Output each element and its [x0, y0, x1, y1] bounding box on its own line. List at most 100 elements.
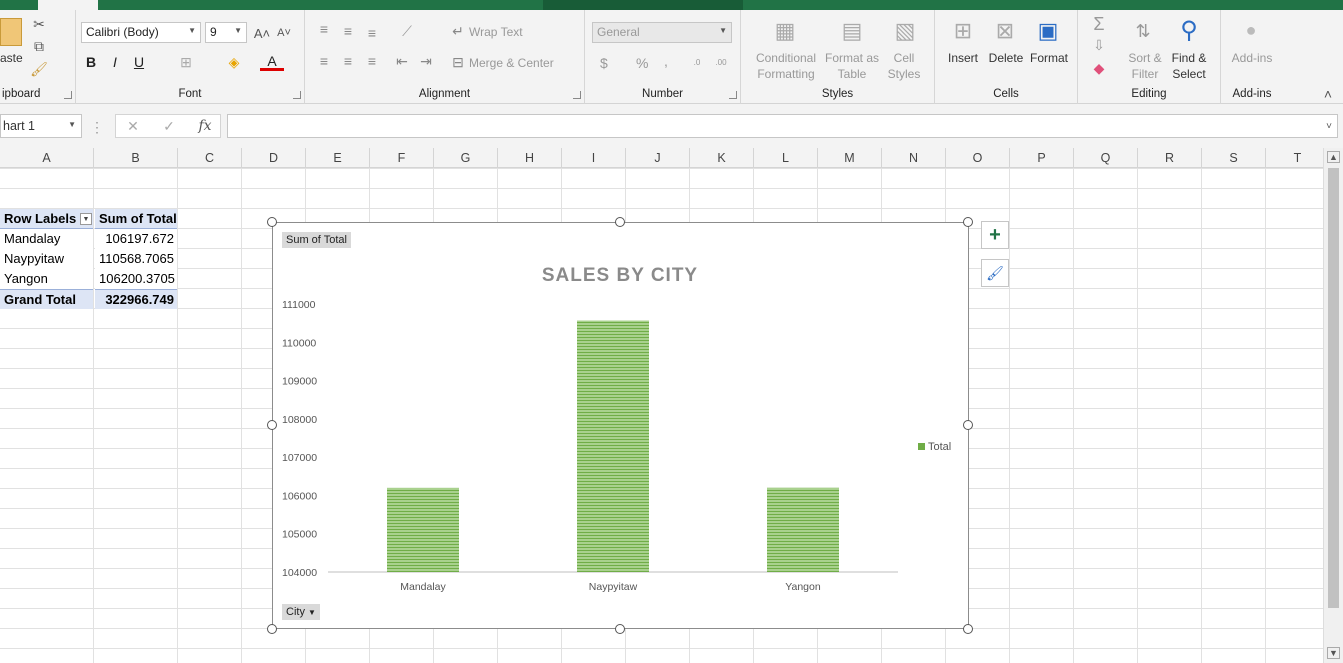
format-painter-icon[interactable]: 🖌 [30, 60, 48, 77]
column-header-h[interactable]: H [498, 148, 562, 168]
resize-handle[interactable] [963, 217, 973, 227]
insert-function-icon[interactable]: fx [198, 118, 212, 134]
expand-formula-bar-icon[interactable]: ˅ [1326, 120, 1332, 132]
column-header-l[interactable]: L [754, 148, 818, 168]
column-header-f[interactable]: F [370, 148, 434, 168]
number-launcher-icon[interactable] [729, 91, 737, 99]
column-header-o[interactable]: O [946, 148, 1010, 168]
scroll-down-icon[interactable]: ▼ [1327, 647, 1340, 659]
value-field-button[interactable]: Sum of Total [282, 232, 351, 248]
increase-decimal-icon[interactable]: .0 [693, 57, 701, 67]
column-header-j[interactable]: J [626, 148, 690, 168]
paste-icon[interactable] [0, 18, 22, 46]
font-launcher-icon[interactable] [293, 91, 301, 99]
pivot-header-row-labels[interactable]: Row Labels ▼ [0, 209, 94, 229]
decrease-decimal-icon[interactable]: .00 [715, 57, 727, 67]
increase-indent-icon[interactable]: ⇥ [420, 52, 432, 69]
insert-button[interactable]: Insert [947, 51, 978, 65]
format-as-table-button[interactable]: Format as Table [823, 50, 881, 82]
vertical-scrollbar[interactable]: ▲ ▼ [1323, 148, 1343, 663]
cell-styles-button[interactable]: Cell Styles [881, 50, 927, 82]
scroll-up-icon[interactable]: ▲ [1327, 151, 1340, 163]
column-header-s[interactable]: S [1202, 148, 1266, 168]
font-name-dropdown[interactable]: Calibri (Body) ▼ [81, 22, 201, 43]
enter-icon[interactable]: ✓ [163, 117, 175, 134]
pivot-row-value[interactable]: 106197.672 [95, 229, 178, 249]
wrap-text-button[interactable]: Wrap Text [469, 25, 523, 39]
formula-input[interactable] [227, 114, 1338, 138]
ribbon-tab-active[interactable] [543, 0, 743, 10]
filter-dropdown-icon[interactable]: ▼ [80, 213, 92, 225]
pivot-row-value[interactable]: 110568.7065 [95, 249, 178, 269]
resize-handle[interactable] [615, 624, 625, 634]
autosum-icon[interactable]: Σ [1093, 13, 1105, 34]
font-color-icon[interactable]: A [260, 53, 284, 71]
pivot-grand-total-value[interactable]: 322966.749 [95, 289, 178, 309]
pivot-row-label[interactable]: Naypyitaw [0, 249, 94, 269]
resize-handle[interactable] [963, 624, 973, 634]
column-header-g[interactable]: G [434, 148, 498, 168]
column-header-m[interactable]: M [818, 148, 882, 168]
sort-filter-button[interactable]: Sort & Filter [1122, 50, 1168, 82]
ribbon-tab-home[interactable] [38, 0, 98, 10]
column-header-b[interactable]: B [94, 148, 178, 168]
wrap-text-icon[interactable]: ↵ [452, 22, 464, 39]
align-middle-icon[interactable]: ≡ [343, 23, 353, 39]
name-box[interactable]: hart 1 ▼ [0, 114, 82, 138]
increase-font-icon[interactable]: A˄ [253, 25, 271, 41]
decrease-font-icon[interactable]: A˅ [277, 27, 291, 39]
bar-naypyitaw[interactable] [577, 320, 649, 572]
resize-handle[interactable] [267, 624, 277, 634]
conditional-formatting-button[interactable]: Conditional Formatting [749, 50, 823, 82]
axis-field-button[interactable]: City ▼ [282, 604, 320, 620]
paste-label[interactable]: aste [0, 51, 23, 65]
more-options-icon[interactable]: ⋮ [90, 118, 104, 135]
cancel-icon[interactable]: ✕ [127, 117, 139, 134]
decrease-indent-icon[interactable]: ⇤ [396, 52, 408, 69]
orientation-icon[interactable]: ⟋ [402, 22, 412, 39]
merge-center-icon[interactable]: ⊟ [452, 53, 464, 70]
number-format-dropdown[interactable]: General ▼ [592, 22, 732, 43]
pivot-grand-total-label[interactable]: Grand Total [0, 289, 94, 309]
column-header-k[interactable]: K [690, 148, 754, 168]
resize-handle[interactable] [267, 217, 277, 227]
scroll-thumb[interactable] [1328, 168, 1339, 608]
pivot-header-sum[interactable]: Sum of Total [95, 209, 178, 229]
font-size-dropdown[interactable]: 9 ▼ [205, 22, 247, 43]
column-header-q[interactable]: Q [1074, 148, 1138, 168]
column-header-d[interactable]: D [242, 148, 306, 168]
column-header-r[interactable]: R [1138, 148, 1202, 168]
align-center-icon[interactable]: ≡ [343, 53, 353, 69]
merge-center-button[interactable]: Merge & Center [469, 56, 554, 70]
underline-icon[interactable]: U [133, 54, 145, 70]
resize-handle[interactable] [615, 217, 625, 227]
pivot-row-value[interactable]: 106200.3705 [95, 269, 178, 289]
fill-color-icon[interactable]: ◈ [228, 53, 240, 70]
bar-mandalay[interactable] [387, 487, 459, 572]
borders-icon[interactable]: ⊞ [180, 53, 192, 70]
column-header-p[interactable]: P [1010, 148, 1074, 168]
clear-icon[interactable]: ◆ [1093, 59, 1105, 76]
chart-styles-button[interactable]: 🖌 [981, 259, 1009, 287]
delete-button[interactable]: Delete [988, 51, 1024, 65]
column-header-a[interactable]: A [0, 148, 94, 168]
alignment-launcher-icon[interactable] [573, 91, 581, 99]
addins-button[interactable]: Add-ins [1231, 51, 1273, 65]
resize-handle[interactable] [963, 420, 973, 430]
pivot-row-label[interactable]: Yangon [0, 269, 94, 289]
clipboard-launcher-icon[interactable] [64, 91, 72, 99]
align-bottom-icon[interactable]: ≡ [367, 25, 377, 41]
copy-icon[interactable]: ⧉ [34, 37, 44, 54]
align-right-icon[interactable]: ≡ [367, 53, 377, 69]
pivot-chart[interactable]: Sum of Total SALES BY CITY 104000 105000 1… [272, 222, 969, 629]
align-top-icon[interactable]: ≡ [319, 21, 329, 37]
currency-button[interactable]: $ [600, 55, 608, 71]
resize-handle[interactable] [267, 420, 277, 430]
collapse-ribbon-icon[interactable]: ˄ [1323, 86, 1333, 102]
chart-elements-button[interactable]: + [981, 221, 1009, 249]
comma-button[interactable]: , [664, 53, 668, 69]
align-left-icon[interactable]: ≡ [319, 53, 329, 69]
format-button[interactable]: Format [1029, 51, 1068, 65]
column-header-c[interactable]: C [178, 148, 242, 168]
fill-icon[interactable]: ⇩ [1093, 36, 1105, 53]
